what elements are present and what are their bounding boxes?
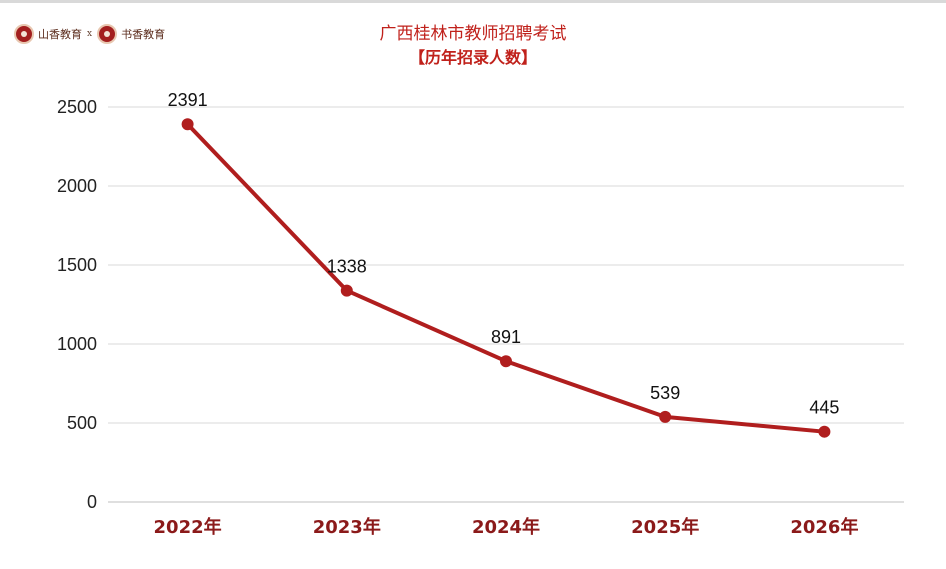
y-tick-label: 500 — [67, 413, 97, 433]
data-point — [340, 284, 353, 297]
chart-subtitle: 【历年招录人数】 — [408, 48, 537, 67]
y-tick-label: 2500 — [57, 97, 97, 117]
data-point — [818, 425, 831, 438]
data-label: 1338 — [327, 257, 367, 277]
y-tick-label: 2000 — [57, 176, 97, 196]
y-tick-label: 0 — [87, 492, 97, 512]
series-line — [185, 122, 827, 434]
shuxiang-logo-icon — [97, 24, 118, 44]
chart-title-block: 广西桂林市教师招聘考试 【历年招录人数】 — [0, 22, 946, 70]
x-tick-label: 2022年 — [154, 516, 222, 538]
brand-name-right: 书香教育 — [121, 28, 166, 41]
x-tick-label: 2026年 — [790, 516, 858, 538]
y-tick-label: 1000 — [57, 334, 97, 354]
shanxiang-logo-icon — [14, 24, 34, 44]
brand-logos: 山香教育 x 书香教育 — [14, 24, 165, 44]
data-label: 445 — [809, 398, 839, 418]
data-label: 891 — [491, 327, 521, 347]
data-label: 2391 — [168, 90, 208, 110]
x-tick-label: 2024年 — [472, 516, 540, 538]
data-point — [659, 410, 672, 423]
brand-name-left: 山香教育 — [38, 28, 82, 41]
x-tick-label: 2023年 — [313, 516, 381, 538]
top-border-line — [0, 0, 946, 3]
x-tick-label: 2025年 — [631, 516, 699, 538]
data-point — [181, 118, 194, 131]
data-point — [500, 355, 512, 368]
y-tick-label: 1500 — [57, 255, 97, 275]
brand-separator: x — [87, 29, 93, 39]
chart-title: 广西桂林市教师招聘考试 — [379, 24, 567, 44]
data-label: 539 — [650, 383, 680, 403]
